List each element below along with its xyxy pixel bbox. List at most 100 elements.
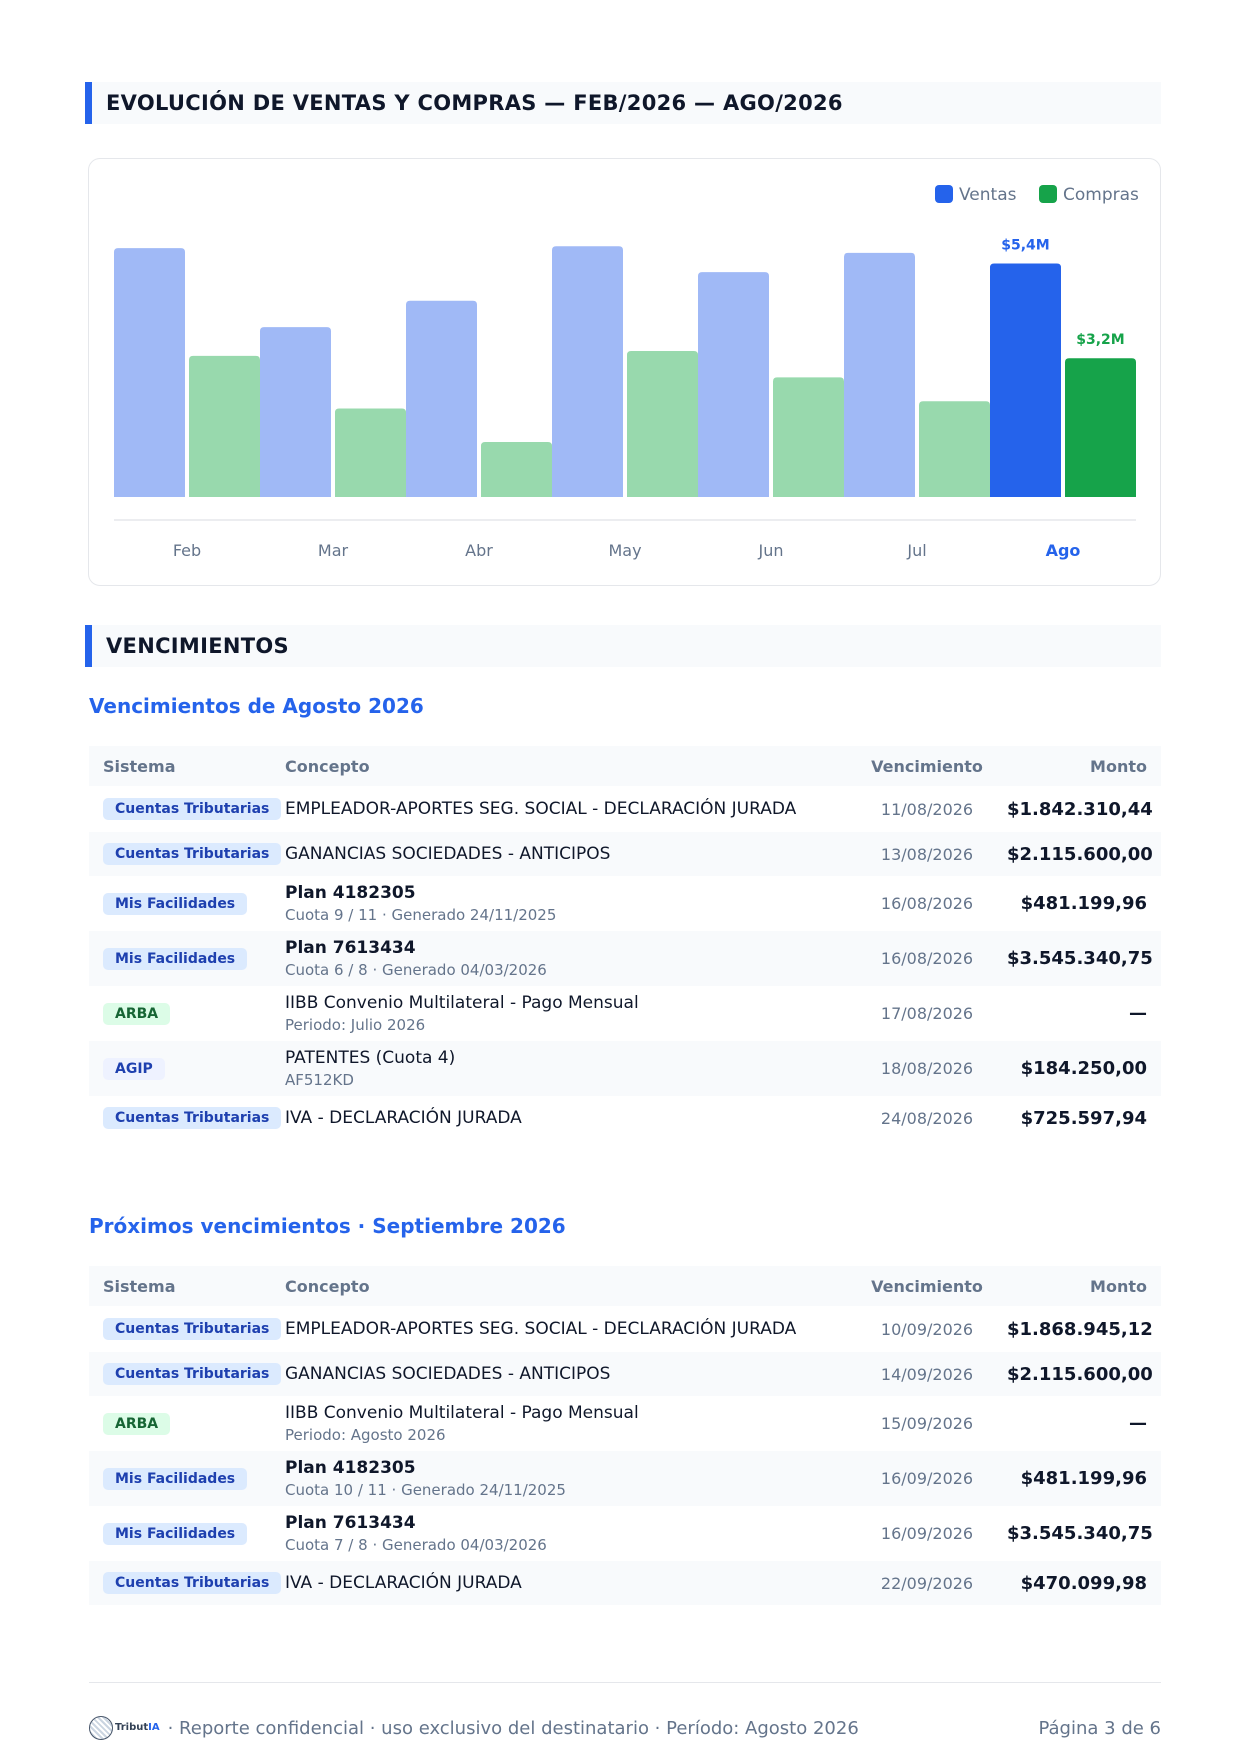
concepto-title: IVA - DECLARACIÓN JURADA	[285, 1573, 522, 1593]
bar-compras-mar	[335, 408, 406, 497]
monto-value: $184.250,00	[1020, 1058, 1147, 1079]
concepto-detail: Cuota 6 / 8 · Generado 04/03/2026	[285, 961, 547, 979]
sistema-cell: Cuentas Tributarias	[89, 1363, 285, 1385]
brand-name-main: Tribut	[115, 1722, 149, 1733]
concepto-detail: Cuota 7 / 8 · Generado 04/03/2026	[285, 1536, 547, 1554]
vencimiento-date: 15/09/2026	[880, 1414, 974, 1433]
sistema-badge: AGIP	[103, 1057, 165, 1080]
concepto-title: Plan 4182305	[285, 1458, 416, 1478]
x-tick-label-ago: Ago	[1046, 541, 1081, 560]
concepto-cell: Plan 7613434 Cuota 6 / 8 · Generado 04/03…	[285, 938, 847, 979]
chart-svg: Ventas Compras Feb Mar Abr May Jun Jul $5,4M $3,2…	[114, 185, 1139, 560]
legend-swatch-compras	[1039, 185, 1057, 203]
column-header-monto: Monto	[1090, 1276, 1147, 1296]
sistema-badge: Cuentas Tributarias	[103, 843, 282, 865]
table-header: Sistema Concepto Vencimiento Monto	[89, 1266, 1161, 1306]
concepto-cell: Plan 4182305 Cuota 10 / 11 · Generado 24/…	[285, 1458, 847, 1499]
concepto-title: PATENTES (Cuota 4)	[285, 1048, 456, 1068]
monto-value: $725.597,94	[1020, 1107, 1147, 1129]
column-header-sistema: Sistema	[103, 756, 176, 776]
concepto-detail: AF512KD	[285, 1071, 354, 1089]
monto-value: $470.099,98	[1020, 1572, 1147, 1594]
bar-ventas-may	[552, 246, 623, 497]
sistema-cell: Cuentas Tributarias	[89, 843, 285, 865]
concepto-title: Plan 7613434	[285, 938, 416, 958]
footer-text: · Reporte confidencial · uso exclusivo d…	[167, 1717, 859, 1739]
sistema-badge: Cuentas Tributarias	[103, 1572, 282, 1594]
concepto-title: IVA - DECLARACIÓN JURADA	[285, 1108, 522, 1128]
concepto-cell: GANANCIAS SOCIEDADES - ANTICIPOS	[285, 844, 847, 864]
concepto-detail: Cuota 9 / 11 · Generado 24/11/2025	[285, 906, 557, 924]
concepto-cell: GANANCIAS SOCIEDADES - ANTICIPOS	[285, 1364, 847, 1384]
concepto-cell: IVA - DECLARACIÓN JURADA	[285, 1108, 847, 1128]
concepto-cell: PATENTES (Cuota 4) AF512KD	[285, 1048, 847, 1089]
table-row: Mis Facilidades Plan 4182305 Cuota 9 / 11 …	[89, 876, 1161, 931]
x-tick-label-jun: Jun	[758, 541, 784, 560]
legend-label-compras: Compras	[1063, 185, 1139, 205]
concepto-title: EMPLEADOR-APORTES SEG. SOCIAL - DECLARAC…	[285, 799, 797, 819]
table-row: Cuentas Tributarias GANANCIAS SOCIEDADES …	[89, 832, 1161, 876]
vencimiento-date: 13/08/2026	[880, 844, 974, 864]
sistema-cell: Cuentas Tributarias	[89, 1318, 285, 1340]
concepto-title: GANANCIAS SOCIEDADES - ANTICIPOS	[285, 1364, 611, 1384]
bar-compras-jun	[773, 377, 844, 497]
table-row: ARBA IIBB Convenio Multilateral - Pago Me…	[89, 986, 1161, 1041]
column-header-concepto: Concepto	[285, 756, 370, 776]
sistema-badge: Cuentas Tributarias	[103, 1318, 282, 1340]
concepto-detail: Periodo: Agosto 2026	[285, 1426, 446, 1444]
globe-icon	[89, 1716, 113, 1740]
x-tick-label-mar: Mar	[318, 541, 349, 560]
chart-section-title: EVOLUCIÓN DE VENTAS Y COMPRAS — FEB/2026…	[85, 82, 1161, 124]
monto-value: —	[1129, 1003, 1147, 1024]
table-header: Sistema Concepto Vencimiento Monto	[89, 746, 1161, 786]
bar-compras-jul	[919, 401, 990, 497]
sistema-cell: AGIP	[89, 1057, 285, 1080]
column-header-monto: Monto	[1090, 756, 1147, 776]
vencimiento-date: 18/08/2026	[880, 1059, 974, 1078]
monto-value: $3.545.340,75	[1007, 948, 1153, 969]
monto-value: —	[1129, 1413, 1147, 1434]
bar-compras-may	[627, 351, 698, 497]
monto-value: $481.199,96	[1020, 1468, 1147, 1489]
table-row: Mis Facilidades Plan 7613434 Cuota 6 / 8 ·…	[89, 931, 1161, 986]
table-row: AGIP PATENTES (Cuota 4) AF512KD 18/08/2026 $…	[89, 1041, 1161, 1096]
sistema-badge: ARBA	[103, 1412, 171, 1435]
concepto-detail: Periodo: Julio 2026	[285, 1016, 426, 1034]
column-header-sistema: Sistema	[103, 1276, 176, 1296]
vencimiento-date: 16/08/2026	[880, 949, 974, 968]
sistema-badge: Mis Facilidades	[103, 892, 248, 915]
sistema-badge: ARBA	[103, 1002, 171, 1025]
monto-value: $481.199,96	[1020, 893, 1147, 914]
concepto-detail: Cuota 10 / 11 · Generado 24/11/2025	[285, 1481, 566, 1499]
bar-compras-abr	[481, 441, 552, 497]
footer: TributIA · Reporte confidencial · uso ex…	[89, 1712, 1161, 1744]
bar-ventas-abr	[406, 300, 477, 497]
sistema-badge: Cuentas Tributarias	[103, 1363, 282, 1385]
brand-name-accent: IA	[148, 1722, 160, 1733]
concepto-title: EMPLEADOR-APORTES SEG. SOCIAL - DECLARAC…	[285, 1319, 797, 1339]
legend-swatch-ventas	[935, 185, 953, 203]
monto-value: $3.545.340,75	[1007, 1523, 1153, 1544]
data-label-compras-ago: $3,2M	[1076, 332, 1124, 348]
concepto-cell: Plan 4182305 Cuota 9 / 11 · Generado 24/1…	[285, 883, 847, 924]
bar-compras-feb	[189, 355, 260, 497]
concepto-title: IIBB Convenio Multilateral - Pago Mensua…	[285, 993, 639, 1013]
monto-value: $2.115.600,00	[1007, 1363, 1153, 1385]
sistema-cell: Cuentas Tributarias	[89, 1107, 285, 1129]
vencimiento-date: 16/09/2026	[880, 1469, 974, 1488]
x-tick-label-abr: Abr	[465, 541, 493, 560]
table-row: Mis Facilidades Plan 4182305 Cuota 10 / 11…	[89, 1451, 1161, 1506]
vencimiento-date: 22/09/2026	[880, 1573, 974, 1593]
septiembre-subheading: Próximos vencimientos · Septiembre 2026	[89, 1214, 566, 1238]
concepto-title: Plan 7613434	[285, 1513, 416, 1533]
sistema-cell: Mis Facilidades	[89, 892, 285, 915]
x-tick-label-feb: Feb	[173, 541, 201, 560]
column-header-vencimiento: Vencimiento	[871, 756, 983, 776]
monto-value: $2.115.600,00	[1007, 843, 1153, 865]
septiembre-table: Sistema Concepto Vencimiento Monto Cuentas T…	[89, 1266, 1161, 1605]
sistema-badge: Mis Facilidades	[103, 1467, 248, 1490]
footer-divider	[89, 1682, 1161, 1683]
column-header-concepto: Concepto	[285, 1276, 370, 1296]
concepto-cell: EMPLEADOR-APORTES SEG. SOCIAL - DECLARAC…	[285, 1319, 847, 1339]
brand-logo: TributIA	[89, 1716, 160, 1740]
